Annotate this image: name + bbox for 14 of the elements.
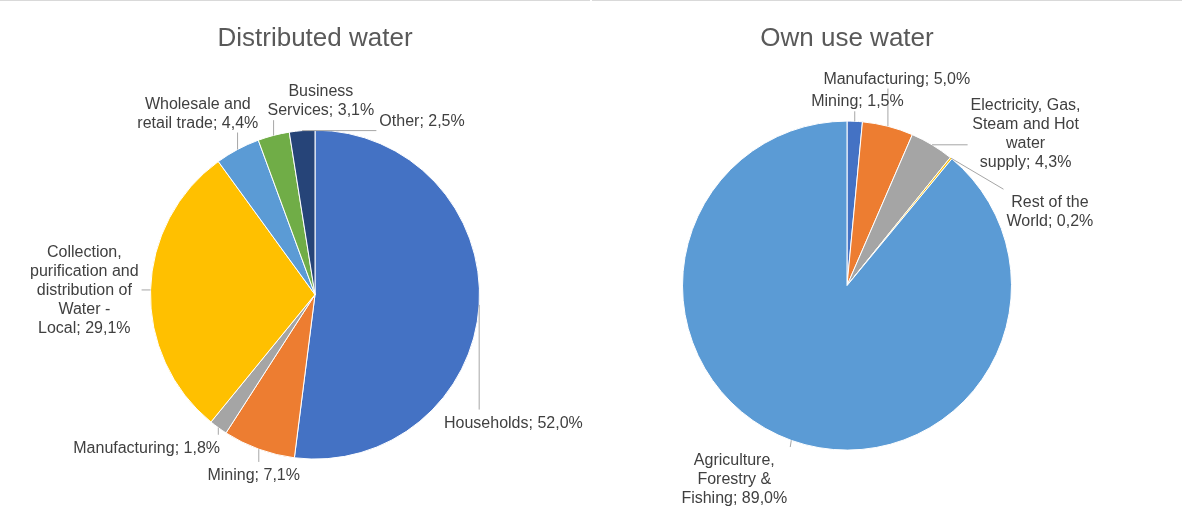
slice-label: Other; 2,5% [378, 110, 466, 130]
slice-label: Mining; 1,5% [810, 91, 905, 111]
slice-label: Manufacturing; 1,8% [72, 437, 221, 457]
slice-label: Wholesale and retail trade; 4,4% [136, 93, 260, 132]
slice-label: Electricity, Gas, Steam and Hot water supply; 4,3% [969, 94, 1082, 171]
slice-label: Mining; 7,1% [206, 464, 301, 484]
slice-label: Collection, purification and distribution of Water - Local; 29,1% [29, 241, 140, 337]
chart-title: Distributed water [217, 21, 413, 52]
slice-label: Rest of the World; 0,2% [1005, 192, 1095, 231]
slice-label: Business Services; 3,1% [266, 81, 376, 120]
slice-label: Households; 52,0% [443, 412, 584, 432]
chart-title: Own use water [760, 21, 935, 52]
slice-label: Manufacturing; 5,0% [822, 68, 972, 88]
slice-label: Agriculture, Forestry & Fishing; 89,0% [680, 450, 789, 508]
